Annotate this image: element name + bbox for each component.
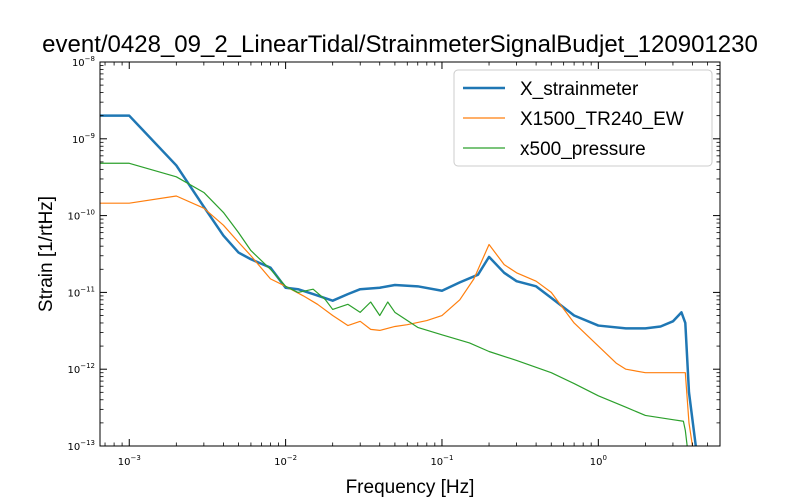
x-tick-label: 10−3 bbox=[118, 454, 141, 468]
series-line-x-strainmeter bbox=[100, 114, 698, 446]
y-tick-label: 10−8 bbox=[72, 55, 95, 69]
x-tick-label: 100 bbox=[590, 454, 607, 468]
legend-entry-label: X_strainmeter bbox=[520, 79, 639, 100]
y-tick-label: 10−11 bbox=[67, 285, 95, 299]
x-axis-label: Frequency [Hz] bbox=[346, 477, 475, 498]
y-tick-label: 10−9 bbox=[72, 132, 95, 146]
y-tick-label: 10−12 bbox=[67, 362, 95, 376]
x-tick-label: 10−1 bbox=[430, 454, 453, 468]
plot-area bbox=[100, 114, 698, 446]
legend-box bbox=[453, 69, 713, 167]
y-axis-label: Strain [1/rtHz] bbox=[36, 196, 57, 312]
y-tick-label: 10−10 bbox=[67, 209, 95, 223]
x-tick-label: 10−2 bbox=[274, 454, 297, 468]
legend: X_strainmeter X1500_TR240_EW x500_pressure bbox=[453, 69, 713, 167]
series-line-x500-pressure bbox=[100, 162, 688, 446]
y-tick-label: 10−13 bbox=[67, 439, 95, 453]
legend-entry-label: X1500_TR240_EW bbox=[520, 109, 684, 130]
chart-title: event/0428_09_2_LinearTidal/StrainmeterS… bbox=[42, 31, 758, 58]
axes-frame bbox=[99, 61, 721, 447]
series-line-x1500-tr240-ew bbox=[100, 195, 694, 446]
legend-entry-label: x500_pressure bbox=[520, 139, 646, 160]
